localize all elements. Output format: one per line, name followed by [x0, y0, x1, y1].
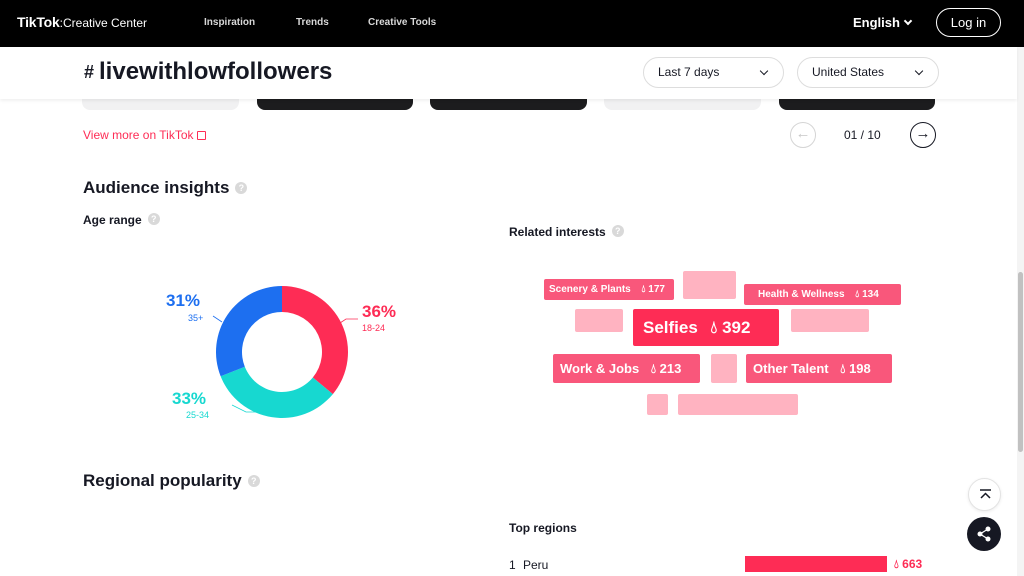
regional-popularity-title: Regional popularity: [83, 471, 242, 490]
hashtag-header: # livewithlowfollowers Last 7 days United…: [0, 47, 1017, 99]
nav-link-creative-tools[interactable]: Creative Tools: [368, 17, 437, 28]
interest-tag-scenery-plants[interactable]: Scenery & Plants 💧︎ 177: [544, 279, 674, 300]
interest-placeholder: [791, 309, 869, 332]
video-card[interactable]: [779, 97, 935, 110]
language-selector[interactable]: English: [853, 15, 913, 30]
donut-segment-35-plus[interactable]: [216, 286, 282, 377]
audience-insights-heading: Audience insights?: [83, 178, 248, 198]
age-donut-chart: [216, 286, 348, 418]
related-interests-heading: Related interests?: [509, 225, 624, 239]
region-value: 💧︎ 663: [894, 557, 922, 572]
chevron-down-icon: [914, 66, 924, 76]
interest-placeholder: [647, 394, 668, 415]
arrow-right-icon[interactable]: →: [910, 122, 936, 148]
interest-count: 213: [659, 361, 682, 376]
top-regions-heading: Top regions: [509, 521, 577, 535]
flame-icon: 💧︎: [710, 318, 718, 337]
scrollbar-thumb[interactable]: [1018, 272, 1023, 452]
interest-count: 134: [862, 289, 879, 300]
chevron-down-icon: [759, 66, 769, 76]
external-link-icon: [196, 131, 206, 140]
language-label: English: [853, 15, 900, 30]
video-card[interactable]: [82, 97, 239, 110]
age-pct-35-plus: 31%: [166, 291, 201, 310]
login-button[interactable]: Log in: [936, 8, 1001, 37]
back-to-top-button[interactable]: [968, 478, 1001, 511]
view-more-link[interactable]: View more on TikTok: [83, 128, 206, 142]
related-interests-title: Related interests: [509, 225, 606, 239]
age-pct-25-34: 33%: [172, 389, 207, 408]
interest-count: 198: [849, 361, 871, 376]
video-card[interactable]: [257, 97, 413, 110]
region-name: Peru: [523, 558, 549, 572]
country-select[interactable]: United States: [797, 57, 939, 88]
region-rank: 1: [509, 558, 516, 572]
regional-popularity-heading: Regional popularity?: [83, 471, 260, 491]
age-pct-18-24: 36%: [362, 302, 397, 321]
brand-suffix: Creative Center: [62, 16, 148, 30]
interest-name: Scenery & Plants: [549, 284, 631, 295]
hashtag-name: livewithlowfollowers: [99, 58, 333, 85]
page-indicator: 01 / 10: [844, 128, 881, 142]
page-title: # livewithlowfollowers: [84, 58, 332, 86]
period-value: Last 7 days: [658, 65, 720, 79]
nav-link-trends[interactable]: Trends: [296, 17, 329, 28]
interest-placeholder: [678, 394, 798, 415]
help-icon[interactable]: ?: [247, 475, 260, 487]
age-label-25-34: 25-34: [186, 410, 210, 420]
interest-name: Work & Jobs: [560, 361, 640, 376]
brand-logo[interactable]: TikTok:Creative Center: [17, 14, 147, 30]
interest-count: 177: [648, 284, 665, 295]
donut-segment-18-24[interactable]: [282, 286, 348, 395]
brand-separator: :: [59, 16, 63, 30]
interest-tag-selfies[interactable]: Selfies 💧︎ 392: [633, 309, 779, 346]
age-label-18-24: 18-24: [362, 323, 386, 333]
video-card[interactable]: [604, 97, 761, 110]
interest-name: Other Talent: [753, 361, 829, 376]
age-label-35-plus: 35+: [188, 313, 204, 323]
age-range-title: Age range: [83, 213, 142, 227]
arrow-left-icon[interactable]: ←: [790, 122, 816, 148]
top-nav: TikTok:Creative Center Inspiration Trend…: [0, 0, 1024, 47]
flame-icon: 💧︎: [641, 284, 646, 295]
interest-placeholder: [575, 309, 623, 332]
video-card[interactable]: [430, 97, 587, 110]
help-icon[interactable]: ?: [235, 182, 248, 194]
region-value-number: 663: [902, 557, 923, 571]
hash-symbol: #: [84, 62, 95, 82]
flame-icon: 💧︎: [855, 289, 860, 300]
age-range-heading: Age range?: [83, 213, 160, 227]
brand-tiktok: TikTok: [17, 14, 60, 30]
interest-tag-work-jobs[interactable]: Work & Jobs 💧︎ 213: [553, 354, 700, 383]
chevron-down-icon: [903, 16, 913, 26]
help-icon[interactable]: ?: [611, 225, 624, 237]
arrow-up-icon: [980, 489, 991, 499]
nav-link-inspiration[interactable]: Inspiration: [204, 17, 256, 28]
interest-placeholder: [683, 271, 736, 299]
interest-name: Health & Wellness: [758, 289, 845, 300]
audience-insights-title: Audience insights: [83, 178, 230, 197]
interest-count: 392: [722, 318, 751, 337]
share-button[interactable]: [967, 517, 1001, 551]
region-bar: [745, 556, 887, 572]
country-value: United States: [812, 65, 885, 79]
interest-tag-health-wellness[interactable]: Health & Wellness 💧︎ 134: [744, 284, 901, 305]
period-select[interactable]: Last 7 days: [643, 57, 784, 88]
interest-name: Selfies: [643, 318, 698, 337]
flame-icon: 💧︎: [894, 557, 899, 571]
interest-placeholder: [711, 354, 737, 383]
help-icon[interactable]: ?: [147, 213, 160, 225]
flame-icon: 💧︎: [840, 361, 846, 376]
view-more-label: View more on TikTok: [83, 128, 194, 142]
interest-tag-other-talent[interactable]: Other Talent 💧︎ 198: [746, 354, 892, 383]
share-icon: [977, 526, 991, 542]
flame-icon: 💧︎: [650, 361, 657, 376]
